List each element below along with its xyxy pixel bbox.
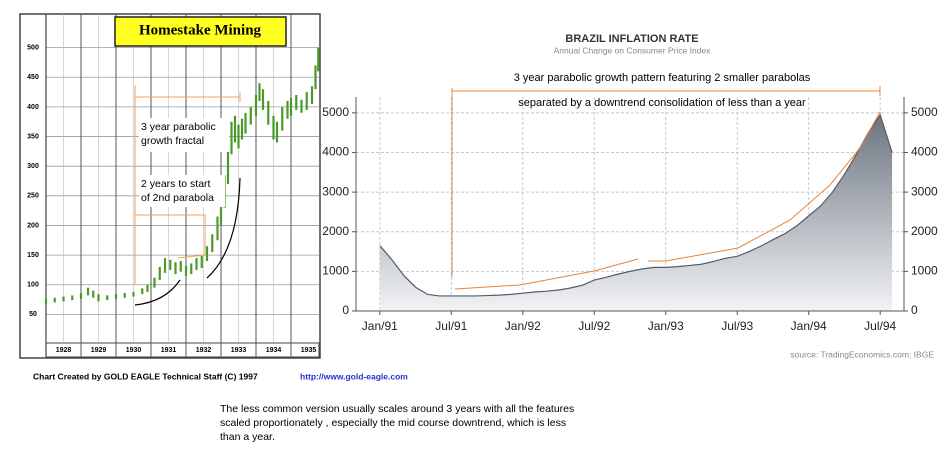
source: source: TradingEconomics.com; IBGE [790,349,934,359]
y2-tick-label: 3000 [911,184,938,198]
y-tick-label: 300 [27,163,39,170]
bracket [134,85,241,285]
y-tick-label: 0 [342,303,349,317]
x-tick-label: 1932 [196,347,212,354]
x-tick-label: Jan/94 [791,319,827,333]
y-tick-label: 100 [27,282,39,289]
x-tick-label: Jan/92 [505,319,541,333]
annotation: of 2nd parabola [141,192,214,204]
annotation: 3 year parabolic growth pattern featurin… [514,72,811,84]
bracket [451,86,881,290]
x-tick-label: 1934 [266,347,282,354]
y-tick-label: 1000 [322,264,349,278]
parabola-curve [134,177,241,306]
y-tick-label: 50 [29,311,37,318]
annotation: 2 years to start [141,178,211,190]
annotation: separated by a downtrend consolidation o… [518,97,806,109]
annotation: growth fractal [141,135,204,147]
y-tick-label: 2000 [322,224,349,238]
y-tick-label: 200 [27,222,39,229]
y-tick-label: 250 [27,193,39,200]
y-tick-label: 450 [27,74,39,81]
x-tick-label: Jan/91 [362,319,398,333]
annotation-bg [139,175,225,207]
y-tick-label: 4000 [322,145,349,159]
note-line: than a year. [220,431,275,443]
x-tick-label: 1930 [126,347,142,354]
x-tick-label: 1935 [301,347,317,354]
annotation: 3 year parabolic [141,121,216,133]
y-tick-label: 5000 [322,105,349,119]
y2-tick-label: 0 [911,303,918,317]
y2-tick-label: 1000 [911,264,938,278]
y-tick-label: 150 [27,252,39,259]
credit: Chart Created by GOLD EAGLE Technical St… [33,371,258,381]
x-tick-label: Jul/93 [721,319,753,333]
y-tick-label: 500 [27,44,39,51]
y-tick-label: 3000 [322,184,349,198]
x-tick-label: Jul/92 [578,319,610,333]
title-box [114,16,287,47]
y-tick-label: 400 [27,104,39,111]
x-tick-label: Jul/94 [864,319,896,333]
x-tick-label: 1933 [231,347,247,354]
x-tick-label: 1929 [91,347,107,354]
x-tick-label: 1931 [161,347,177,354]
chart-title: Homestake Mining [139,22,262,38]
y2-tick-label: 5000 [911,105,938,119]
chart-subtitle: Annual Change on Consumer Price Index [554,45,712,55]
line [379,113,893,297]
y2-tick-label: 2000 [911,224,938,238]
y-tick-label: 350 [27,133,39,140]
url: http://www.gold-eagle.com [300,371,408,381]
chart-title: BRAZIL INFLATION RATE [565,33,698,45]
note-line: scaled proportionately , especially the … [220,417,566,429]
x-tick-label: 1928 [56,347,72,354]
area [379,114,893,311]
x-tick-label: Jul/91 [435,319,467,333]
y2-tick-label: 4000 [911,145,938,159]
annotation-bg [139,118,229,152]
note-line: The less common version usually scales a… [220,403,574,415]
x-tick-label: Jan/93 [648,319,684,333]
